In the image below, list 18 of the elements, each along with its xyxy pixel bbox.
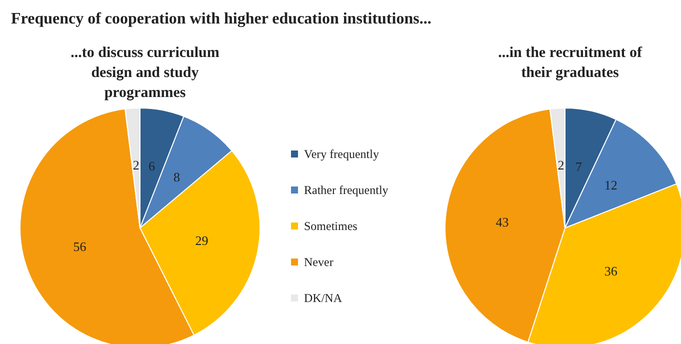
- legend-label: Very frequently: [304, 147, 379, 161]
- slice-label: ...in the recruitment of their graduates: [498, 45, 643, 81]
- legend-label: Sometimes: [304, 219, 358, 233]
- data-label: 2: [558, 158, 564, 173]
- data-label: 36: [604, 264, 618, 279]
- legend-label: DK/NA: [304, 291, 342, 305]
- data-label: 7: [575, 159, 582, 174]
- data-label: 12: [604, 177, 618, 192]
- data-label: 56: [73, 238, 87, 254]
- data-label: 2: [132, 158, 140, 173]
- data-label: 6: [148, 158, 156, 174]
- data-label: 29: [195, 233, 208, 248]
- legend-label: Rather frequently: [304, 183, 388, 197]
- data-label: 43: [496, 214, 509, 230]
- legend-label: Never: [304, 255, 334, 269]
- chart-title: Frequency of cooperation with higher education institutions...: [11, 10, 432, 28]
- slice-label: ...to discuss curriculum design and study programmes: [70, 45, 220, 101]
- data-label: 8: [173, 169, 180, 184]
